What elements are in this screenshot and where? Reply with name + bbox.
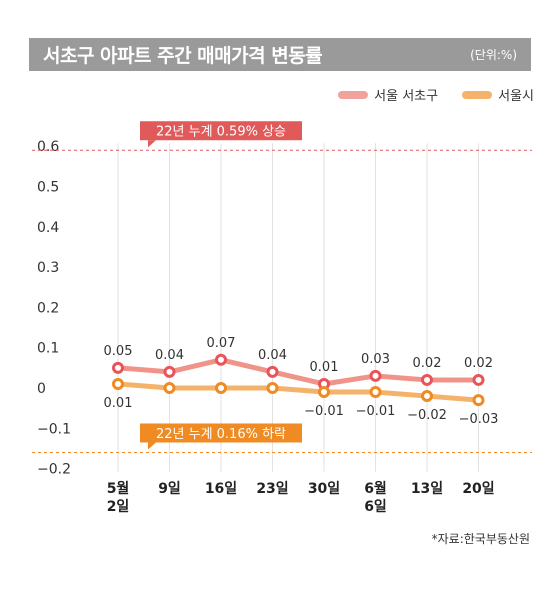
data-label: −0.02 [407, 408, 447, 423]
y-tick-label: 0 [37, 381, 46, 397]
data-label: 0.02 [464, 356, 493, 371]
reference-callout-box [140, 121, 302, 141]
data-label: 0.01 [104, 396, 133, 411]
x-tick-label: 20일 [462, 481, 494, 497]
series-line [115, 381, 481, 403]
x-tick-label-line: 6월 [364, 480, 387, 497]
x-tick-label-line: 6일 [364, 499, 387, 515]
x-tick-label-line: 9일 [158, 481, 181, 497]
x-tick-label: 6월 6일 [364, 480, 387, 515]
data-label: 0.02 [413, 356, 442, 371]
x-tick-label-line: 20일 [462, 481, 494, 497]
x-tick-label: 16일 [205, 481, 237, 497]
data-point [266, 365, 279, 378]
x-tick-label: 30일 [308, 481, 340, 497]
data-point [421, 373, 433, 386]
legend-label-seoul: 서울시 [498, 89, 534, 104]
data-label: −0.01 [356, 404, 396, 419]
x-tick-label-line: 2일 [107, 499, 130, 515]
source-note: *자료:한국부동산원 [431, 532, 530, 546]
data-point [472, 394, 485, 407]
x-tick-label: 13일 [411, 481, 443, 497]
data-label: 0.05 [104, 344, 133, 359]
reference-callout-box [140, 423, 302, 443]
x-tick-label-line: 5월 [107, 480, 130, 497]
data-point [472, 373, 485, 386]
x-tick-label-line: 23일 [256, 481, 288, 497]
x-tick-label-line: 30일 [308, 481, 340, 497]
data-point [369, 369, 382, 382]
chart-title: 서초구 아파트 주간 매매가격 변동률 [43, 45, 323, 67]
y-tick-label: −0.1 [37, 421, 71, 437]
x-tick-label: 23일 [256, 481, 288, 497]
y-tick-label: 0.1 [37, 341, 59, 357]
data-point [266, 382, 279, 394]
legend-item-seocho: 서울 서초구 [338, 85, 438, 104]
reference-callout-label: 22년 누계 0.59% 상승 [156, 125, 286, 140]
unit-label: (단위:%) [470, 48, 517, 62]
y-tick-label: 0.2 [37, 300, 59, 316]
data-point [163, 365, 176, 378]
data-point [215, 382, 227, 394]
data-label: 0.01 [310, 360, 339, 375]
legend-label-seocho: 서울 서초구 [374, 89, 439, 104]
data-label: 0.07 [207, 336, 236, 351]
data-point [318, 386, 330, 399]
data-label: 0.04 [258, 348, 287, 363]
reference-callout-pointer [148, 140, 156, 148]
reference-callout-label: 22년 누계 0.16% 하락 [156, 427, 286, 442]
y-tick-label: −0.2 [37, 462, 71, 478]
data-label: 0.03 [361, 352, 390, 367]
data-point [112, 377, 124, 390]
x-tick-label-line: 16일 [205, 481, 237, 497]
legend: 서울 서초구 서울시 [338, 85, 534, 104]
legend-swatch-seoul [462, 90, 493, 99]
title-bar: 서초구 아파트 주간 매매가격 변동률 (단위:%) [29, 38, 531, 71]
reference-callout-pointer [148, 442, 156, 450]
data-point [112, 361, 124, 374]
y-tick-label: 0.5 [37, 180, 59, 196]
x-tick-label: 5월 2일 [107, 480, 130, 515]
data-label: −0.03 [459, 412, 499, 427]
x-tick-label-line: 13일 [411, 481, 443, 497]
data-label: 0.04 [155, 348, 184, 363]
y-tick-label: 0.4 [37, 220, 59, 236]
data-label: −0.01 [304, 404, 344, 419]
y-tick-label: 0.6 [37, 139, 59, 155]
x-tick-label: 9일 [158, 481, 181, 497]
y-tick-label: 0.3 [37, 260, 59, 276]
legend-item-seoul: 서울시 [462, 85, 534, 104]
data-point [163, 382, 176, 394]
series-line [115, 357, 481, 387]
legend-swatch-seocho [338, 90, 369, 99]
data-point [421, 390, 433, 403]
data-point [369, 386, 382, 399]
data-point [215, 353, 227, 366]
